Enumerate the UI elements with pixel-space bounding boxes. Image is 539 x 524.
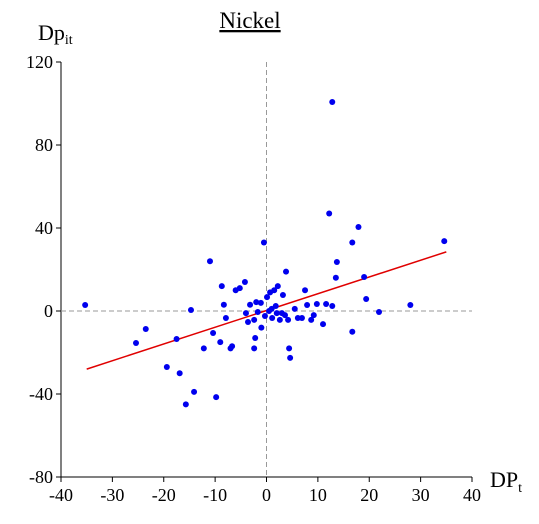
point xyxy=(333,259,340,266)
point xyxy=(227,345,234,352)
point xyxy=(376,309,383,316)
point xyxy=(302,287,309,294)
point xyxy=(329,303,336,310)
point xyxy=(251,316,258,323)
point xyxy=(254,309,261,316)
point xyxy=(407,301,414,308)
point xyxy=(220,301,227,308)
x-tick-label: 30 xyxy=(412,485,430,505)
point xyxy=(142,326,149,333)
point xyxy=(278,310,285,317)
point xyxy=(241,278,248,285)
point xyxy=(222,315,229,322)
x-tick-label: -40 xyxy=(49,485,73,505)
x-label-main: DP xyxy=(490,467,518,492)
y-label-main: Dp xyxy=(38,20,65,45)
point xyxy=(329,99,336,106)
point xyxy=(200,345,207,352)
point xyxy=(273,310,280,317)
x-tick-label: -20 xyxy=(152,485,176,505)
point xyxy=(242,310,249,317)
point xyxy=(310,312,317,319)
y-tick-label: -80 xyxy=(29,467,53,487)
point xyxy=(355,223,362,230)
point xyxy=(304,301,311,308)
point xyxy=(82,301,89,308)
point xyxy=(253,299,260,306)
x-tick-label: -10 xyxy=(203,485,227,505)
point xyxy=(206,258,213,265)
point xyxy=(279,292,286,299)
point xyxy=(261,312,268,319)
y-tick-label: 120 xyxy=(26,52,53,72)
point xyxy=(268,305,275,312)
x-label-sub: t xyxy=(518,481,522,496)
x-axis-label: DPt xyxy=(490,467,522,496)
point xyxy=(320,321,327,328)
point xyxy=(349,328,356,335)
point xyxy=(269,315,276,322)
point xyxy=(257,299,264,306)
point xyxy=(218,283,225,290)
y-tick-label: 0 xyxy=(44,301,53,321)
point xyxy=(349,239,356,246)
point xyxy=(191,388,198,395)
point xyxy=(133,339,140,346)
point xyxy=(294,315,301,322)
point xyxy=(252,334,259,341)
x-tick-label: 20 xyxy=(360,485,378,505)
point xyxy=(323,300,330,307)
x-tick-label: -30 xyxy=(100,485,124,505)
point xyxy=(258,324,265,331)
point xyxy=(187,306,194,313)
y-label-sub: it xyxy=(65,33,73,48)
point xyxy=(274,283,281,290)
point xyxy=(291,305,298,312)
x-tick-label: 40 xyxy=(463,485,481,505)
point xyxy=(176,370,183,377)
y-tick-label: 80 xyxy=(35,135,53,155)
point xyxy=(332,274,339,281)
point xyxy=(283,268,290,275)
point xyxy=(210,329,217,336)
point xyxy=(271,287,278,294)
point xyxy=(247,301,254,308)
point xyxy=(308,316,315,323)
point xyxy=(441,238,448,245)
point xyxy=(260,239,267,246)
point xyxy=(264,294,271,301)
chart-title: Nickel xyxy=(219,8,280,33)
y-tick-label: 40 xyxy=(35,218,53,238)
point xyxy=(236,285,243,292)
x-tick-label: 0 xyxy=(262,485,271,505)
point xyxy=(287,354,294,361)
point xyxy=(285,316,292,323)
point xyxy=(245,318,252,325)
y-tick-label: -40 xyxy=(29,384,53,404)
point xyxy=(298,315,305,322)
point xyxy=(363,295,370,302)
point xyxy=(286,345,293,352)
point xyxy=(213,394,220,401)
point xyxy=(163,364,170,371)
point xyxy=(313,300,320,307)
point xyxy=(182,401,189,408)
point xyxy=(173,336,180,343)
point xyxy=(251,345,258,352)
point xyxy=(361,273,368,280)
y-axis-label: Dpit xyxy=(38,20,73,48)
point xyxy=(217,339,224,346)
x-tick-label: 10 xyxy=(309,485,327,505)
point xyxy=(276,316,283,323)
point xyxy=(326,210,333,217)
